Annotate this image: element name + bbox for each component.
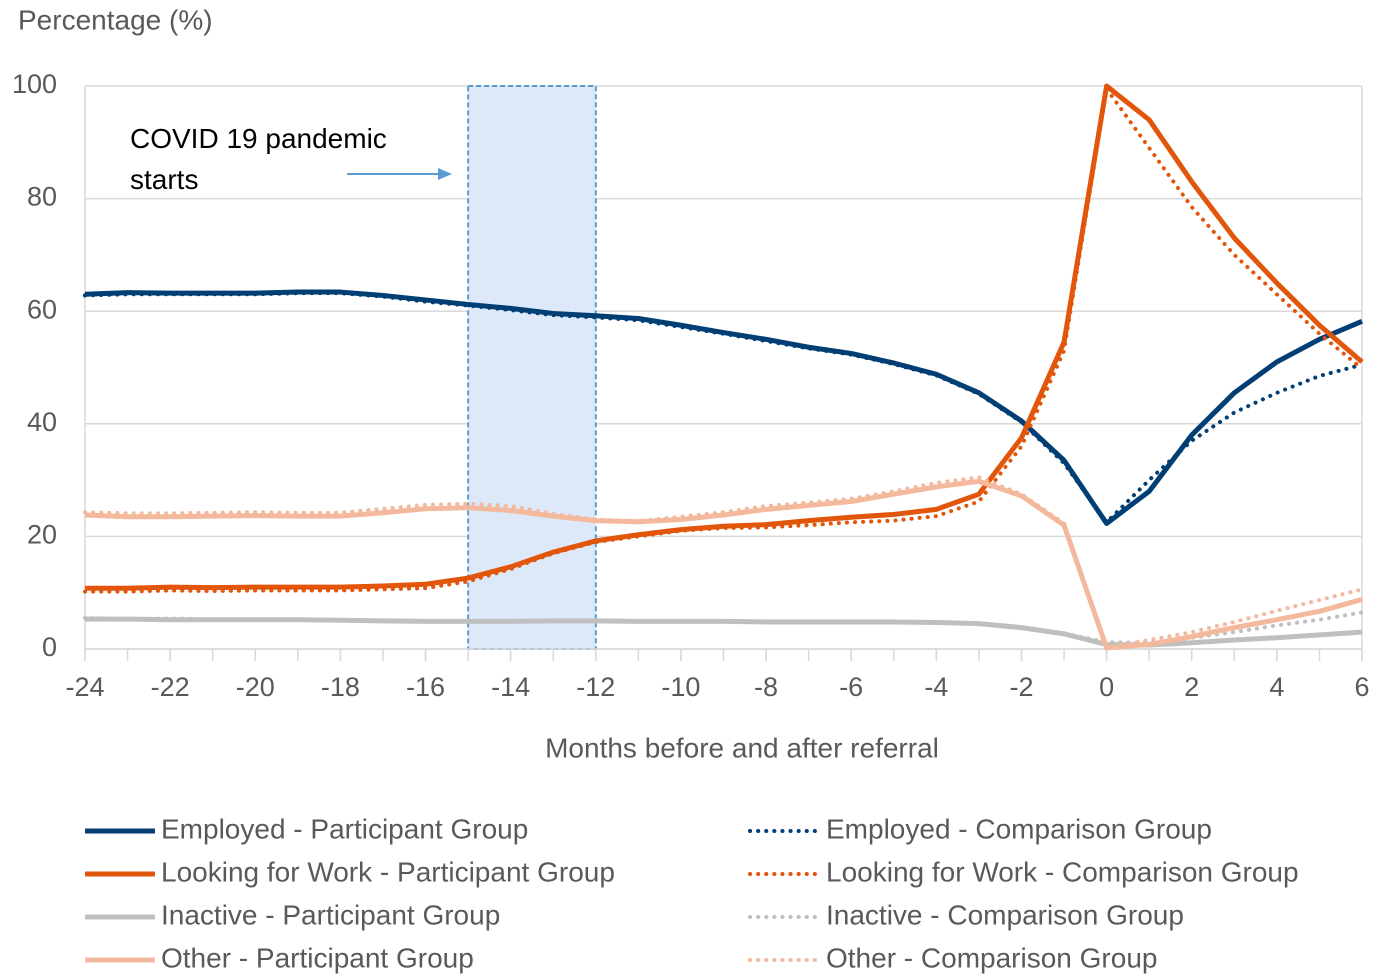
x-tick-label: -6	[839, 672, 863, 702]
x-tick-label: -4	[924, 672, 948, 702]
y-tick-label: 60	[27, 294, 57, 324]
series-line	[83, 475, 1364, 650]
legend-label: Other - Participant Group	[161, 942, 474, 973]
legend-label: Other - Comparison Group	[826, 942, 1157, 973]
series-line	[83, 86, 1364, 594]
series-line	[83, 291, 1364, 525]
y-tick-label: 40	[27, 407, 57, 437]
x-tick-label: -8	[754, 672, 778, 702]
y-axis-label: Percentage (%)	[18, 4, 213, 35]
series-line	[84, 289, 1363, 526]
y-tick-label: 20	[27, 520, 57, 550]
x-tick-label: -24	[65, 672, 104, 702]
x-tick-label: -16	[406, 672, 445, 702]
annotation-region	[467, 85, 597, 650]
x-tick-label: -10	[661, 672, 700, 702]
x-tick-label: -20	[236, 672, 275, 702]
y-tick-label: 100	[12, 69, 57, 99]
x-tick-label: -12	[576, 672, 615, 702]
legend-label: Employed - Comparison Group	[826, 813, 1212, 844]
x-tick-label: -2	[1009, 672, 1033, 702]
legend-label: Inactive - Participant Group	[161, 899, 500, 930]
series-line	[83, 610, 1364, 645]
y-tick-label: 80	[27, 182, 57, 212]
x-tick-label: 0	[1099, 672, 1114, 702]
x-tick-label: 6	[1354, 672, 1369, 702]
annotation-arrowhead	[438, 168, 452, 180]
annotation: COVID 19 pandemic starts	[130, 123, 387, 195]
x-tick-label: -14	[491, 672, 530, 702]
x-tick-label: 4	[1269, 672, 1284, 702]
legend-label: Inactive - Comparison Group	[826, 899, 1184, 930]
y-tick-label: 0	[42, 632, 57, 662]
x-tick-label: -18	[321, 672, 360, 702]
series-line	[84, 478, 1363, 651]
x-tick-label: 2	[1184, 672, 1199, 702]
legend-label: Employed - Participant Group	[161, 813, 528, 844]
legend-label: Looking for Work - Comparison Group	[826, 856, 1299, 887]
series-line	[85, 83, 1364, 591]
x-tick-label: -22	[151, 672, 190, 702]
x-axis-label: Months before and after referral	[545, 732, 939, 763]
legend-label: Looking for Work - Participant Group	[161, 856, 615, 887]
